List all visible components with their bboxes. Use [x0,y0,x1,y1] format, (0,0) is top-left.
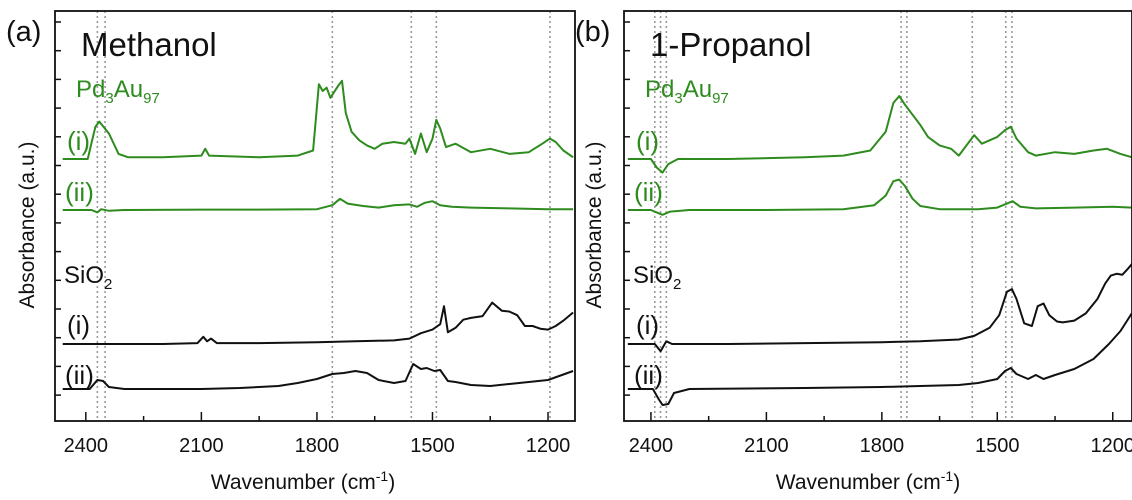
series-label-sio2-ii: (ii) [65,360,94,390]
x-tick-label-2100: 2100 [179,435,224,457]
series-label-sio2-i: (i) [636,310,659,340]
y-axis-label-a: Absorbance (a.u.) [16,142,39,309]
spectrum-pd3au97-i [627,95,1132,174]
panel-label: (a) [6,16,41,48]
spectrum-pd3au97-ii [62,197,574,214]
panel-b: 2400 2100 1800 1500 1200 (b) 1-Propanol Pd3Au97… [575,10,1132,457]
panel-a: 2400 2100 1800 1500 1200 (a) Methanol Pd3Au97 Si… [6,10,576,457]
series-label-sio2-i: (i) [67,310,90,340]
series-label-pd3au97-i: (i) [67,126,90,156]
x-tick-label-2400: 2400 [629,435,674,457]
spectrum-sio2-ii [62,363,574,390]
spectrum-pd3au97-ii [627,178,1132,216]
plot-frame [623,10,1132,422]
plot-frame [54,10,576,422]
panel-title: Methanol [81,26,217,63]
spectrum-pd3au97-i [62,79,574,160]
x-axis-label-b: Wavenumber (cm-1) [776,468,960,494]
group-label-sio2: SiO2 [633,262,681,293]
x-tick-label-2100: 2100 [744,435,789,457]
spectrum-sio2-i [62,301,574,345]
series-label-pd3au97-ii: (ii) [65,177,94,207]
series-label-sio2-ii: (ii) [634,360,663,390]
spectrum-sio2-ii [627,312,1132,406]
x-tick-label-1500: 1500 [410,435,455,457]
group-label-pd3au97: Pd3Au97 [76,76,160,107]
x-tick-label-1500: 1500 [975,435,1020,457]
group-label-sio2: SiO2 [64,262,112,293]
panel-title: 1-Propanol [650,26,811,63]
series-label-pd3au97-i: (i) [636,126,659,156]
panel-label: (b) [575,16,610,48]
x-tick-label-1200: 1200 [526,435,571,457]
spectrum-sio2-i [627,263,1132,353]
x-tick-label-2400: 2400 [64,435,109,457]
series-label-pd3au97-ii: (ii) [634,177,663,207]
x-tick-label-1200: 1200 [1091,435,1132,457]
x-axis-label-a: Wavenumber (cm-1) [211,468,395,494]
y-axis-label-b: Absorbance (a.u.) [583,142,606,309]
group-label-pd3au97: Pd3Au97 [645,76,729,107]
x-tick-label-1800: 1800 [860,435,905,457]
x-tick-label-1800: 1800 [295,435,340,457]
